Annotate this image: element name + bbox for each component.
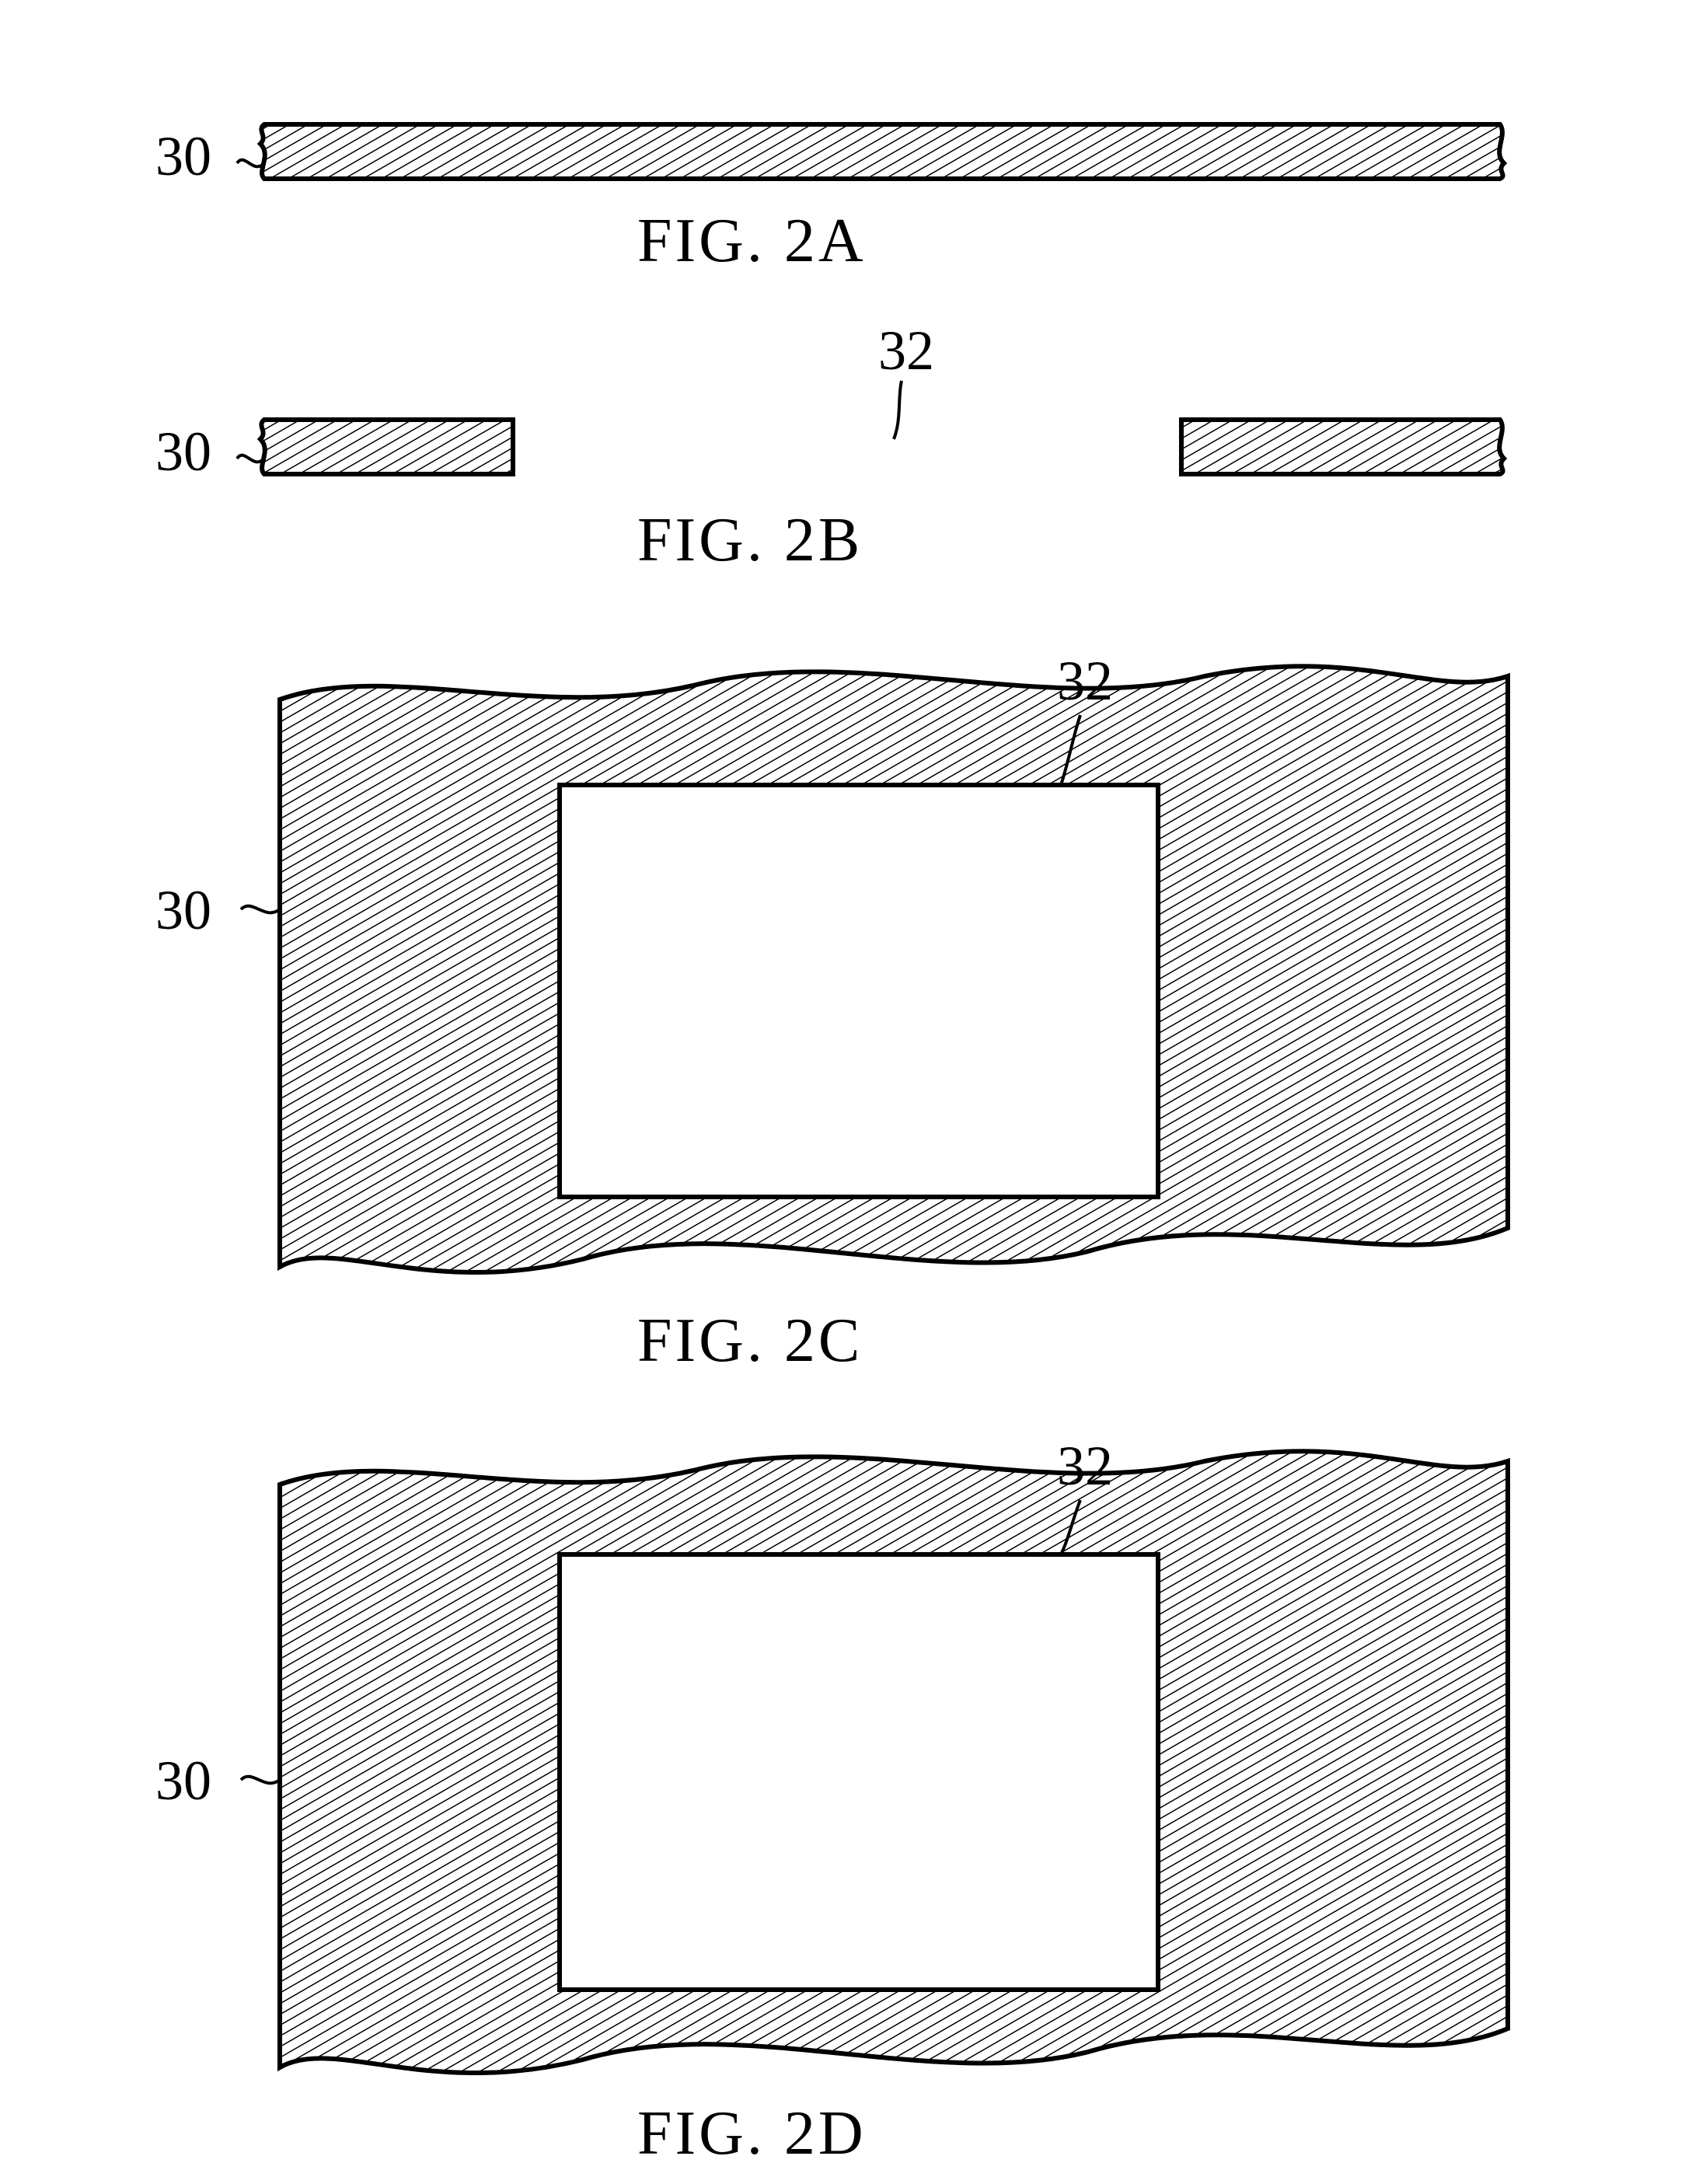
fig2d-ref30-label: 30 <box>155 1749 211 1813</box>
fig2a-ref30-label: 30 <box>155 124 211 189</box>
fig2a-bar <box>260 124 1504 179</box>
figure-canvas <box>0 0 1685 2184</box>
fig2c-ref30-leader <box>241 906 280 913</box>
fig-2b <box>237 381 1504 474</box>
fig-2a <box>237 124 1504 179</box>
caption-fig2a: FIG. 2A <box>637 206 867 277</box>
fig2b-right-bar <box>1181 420 1504 474</box>
fig2d-sheet <box>280 1451 1508 2073</box>
fig2b-ref32-label: 32 <box>878 319 934 383</box>
fig2b-ref32-leader <box>894 381 902 439</box>
caption-fig2c: FIG. 2C <box>637 1306 863 1376</box>
fig-2c <box>241 666 1508 1272</box>
fig2c-ref32-label: 32 <box>1057 649 1113 713</box>
fig2b-ref30-label: 30 <box>155 420 211 484</box>
fig2c-sheet <box>280 666 1508 1272</box>
fig2a-ref30-leader <box>237 160 264 167</box>
caption-fig2b: FIG. 2B <box>637 505 863 576</box>
fig2d-ref30-leader <box>241 1777 280 1784</box>
fig2c-ref30-label: 30 <box>155 878 211 943</box>
fig-2d <box>241 1451 1508 2073</box>
caption-fig2d: FIG. 2D <box>637 2099 867 2169</box>
fig2b-ref30-leader <box>237 455 264 462</box>
fig2b-left-bar <box>260 420 513 474</box>
fig2d-ref32-label: 32 <box>1057 1434 1113 1498</box>
